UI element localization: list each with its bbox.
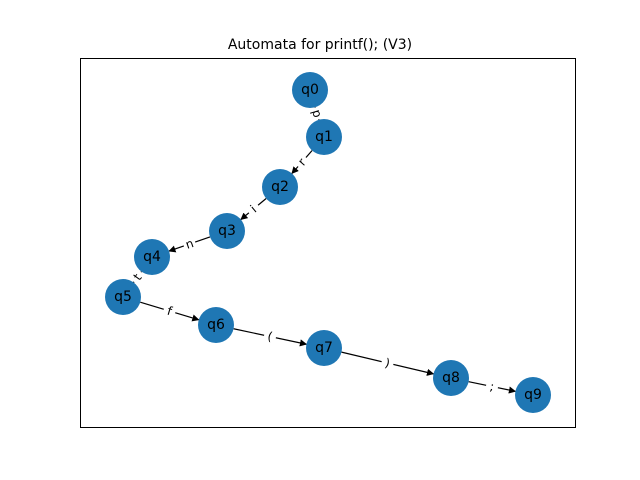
edge-label-group-q3-q4: n <box>181 234 198 254</box>
edge-labels-layer: p r i n t f (); <box>127 105 500 396</box>
edge-label-background <box>379 353 396 373</box>
node-label-q6: q6 <box>207 317 225 333</box>
node-label-q5: q5 <box>114 289 132 305</box>
plot-frame <box>80 58 576 428</box>
edge-label-q8-q9: ; <box>489 379 496 394</box>
node-q6 <box>198 307 234 343</box>
node-q2 <box>262 169 298 205</box>
edge-label-background <box>262 327 278 346</box>
node-label-q8: q8 <box>442 370 460 386</box>
diagram-title: Automata for printf(); (V3) <box>228 37 412 53</box>
node-q8 <box>433 360 469 396</box>
edge-label-q0-q1: p <box>309 108 325 119</box>
edge-label-group-q1-q2: r <box>292 152 312 172</box>
edge-label-group-q4-q5: t <box>127 267 148 287</box>
node-label-q1: q1 <box>315 129 333 145</box>
node-q3 <box>209 213 245 249</box>
node-label-q9: q9 <box>524 387 542 403</box>
edge-label-q2-q3: i <box>248 203 260 216</box>
edge-label-q6-q7: ( <box>266 329 274 344</box>
node-q4 <box>134 239 170 275</box>
node-label-q2: q2 <box>271 179 289 195</box>
node-q0 <box>292 72 328 108</box>
node-label-q7: q7 <box>315 340 333 356</box>
node-label-q4: q4 <box>143 249 161 265</box>
node-q9 <box>515 377 551 413</box>
node-label-q3: q3 <box>218 223 236 239</box>
node-q7 <box>306 330 342 366</box>
edge-label-q3-q4: n <box>184 236 196 252</box>
edge-label-background <box>161 301 178 321</box>
edge-label-group-q0-q1: p <box>307 105 327 122</box>
edge-label-background <box>484 377 500 396</box>
edge-label-group-q6-q7: ( <box>262 327 278 346</box>
edge-label-q7-q8: ) <box>384 356 392 371</box>
edge-label-group-q7-q8: ) <box>379 353 396 373</box>
edge-label-group-q8-q9: ; <box>484 377 500 396</box>
edge-label-group-q2-q3: i <box>243 199 264 219</box>
edge-label-background <box>292 152 312 172</box>
edge-label-background <box>307 105 327 122</box>
edge-label-group-q5-q6: f <box>161 301 178 321</box>
edge-label-background <box>181 234 198 254</box>
edge-label-background <box>127 267 148 287</box>
edge-label-background <box>243 199 264 219</box>
nodes-layer: q0 q1 q2 q3 q4 q5 q6 q7 q8 q9 <box>105 72 551 413</box>
node-q1 <box>306 119 342 155</box>
node-label-q0: q0 <box>301 82 319 98</box>
node-q5 <box>105 279 141 315</box>
edge-label-q5-q6: f <box>165 304 174 319</box>
